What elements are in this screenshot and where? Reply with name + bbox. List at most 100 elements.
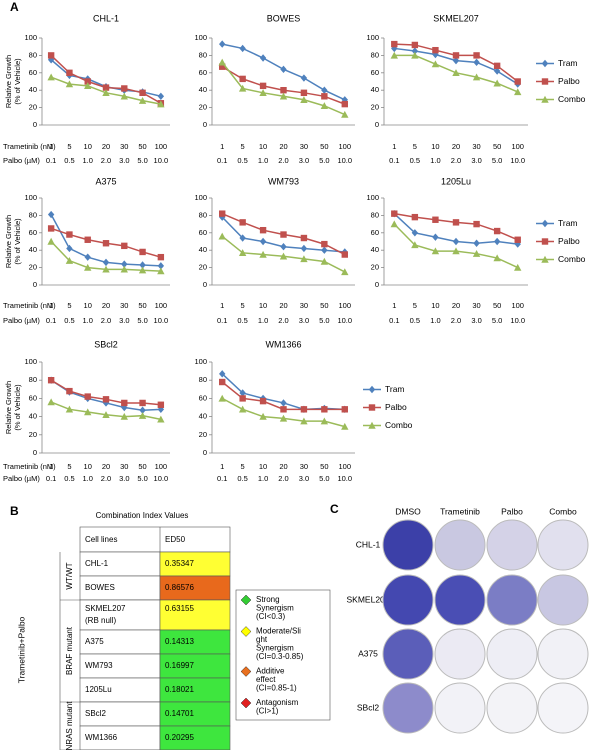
marker xyxy=(84,393,91,400)
marker xyxy=(259,89,267,97)
ed50-value: 0.14313 xyxy=(165,637,194,646)
x-tick-label: 30 xyxy=(300,142,308,151)
well xyxy=(486,519,538,571)
marker xyxy=(280,65,287,74)
x-tick-label: 10 xyxy=(84,462,92,471)
y-tick-label: 100 xyxy=(194,193,207,202)
cell-line-note: (RB null) xyxy=(85,616,116,625)
ed50-value: 0.63155 xyxy=(165,604,194,613)
x2-tick-label: 0.5 xyxy=(64,474,74,483)
x-tick-label: 5 xyxy=(413,142,417,151)
marker xyxy=(47,225,55,232)
table-value-cell xyxy=(159,551,231,577)
x2-tick-label: 1.0 xyxy=(82,474,92,483)
table-cell xyxy=(79,551,161,577)
y-tick-label: 60 xyxy=(199,68,207,77)
marker xyxy=(473,58,480,67)
x2-tick-label: 0.5 xyxy=(410,316,420,325)
y-tick-label: 40 xyxy=(199,412,207,421)
marker xyxy=(84,253,91,261)
x2-axis-label: Palbo (µM) xyxy=(3,316,40,325)
x2-tick-label: 5.0 xyxy=(137,474,147,483)
x2-tick-label: 5.0 xyxy=(137,156,147,165)
y-tick-label: 0 xyxy=(375,280,379,289)
y-tick-label: 0 xyxy=(203,280,207,289)
y-tick-label: 40 xyxy=(199,245,207,254)
x-tick-label: 1 xyxy=(392,142,396,151)
y-axis-label: Relative Growth xyxy=(4,55,13,108)
marker xyxy=(431,247,440,255)
marker xyxy=(238,405,247,413)
x-tick-label: 10 xyxy=(259,462,267,471)
marker xyxy=(279,414,288,422)
cell-line: CHL-1 xyxy=(85,559,109,568)
marker xyxy=(239,234,246,242)
x2-tick-label: 0.5 xyxy=(237,156,247,165)
marker xyxy=(473,52,480,59)
marker xyxy=(514,236,521,243)
marker xyxy=(121,399,128,407)
x-tick-label: 30 xyxy=(300,462,308,471)
table-value-cell xyxy=(159,629,231,655)
marker xyxy=(120,412,128,420)
x-tick-label: 100 xyxy=(511,301,524,310)
y-tick-label: 80 xyxy=(29,210,37,219)
x-tick-label: 5 xyxy=(413,301,417,310)
marker xyxy=(300,244,308,253)
marker xyxy=(47,56,55,64)
x-tick-label: 50 xyxy=(138,142,146,151)
well xyxy=(537,628,589,680)
marker xyxy=(493,62,501,70)
marker xyxy=(320,417,329,425)
marker xyxy=(390,220,398,228)
marker xyxy=(138,266,147,274)
marker xyxy=(102,265,110,273)
y-tick-label: 0 xyxy=(203,120,207,129)
x2-tick-label: 2.0 xyxy=(101,474,111,483)
marker xyxy=(66,244,73,253)
marker xyxy=(320,257,329,265)
x2-tick-label: 2.0 xyxy=(278,316,288,325)
x-tick-label: 50 xyxy=(320,301,328,310)
marker xyxy=(452,237,460,246)
x2-tick-label: 10.0 xyxy=(337,316,352,325)
y-tick-label: 60 xyxy=(29,393,37,402)
x-tick-label: 10 xyxy=(431,142,439,151)
y-tick-label: 40 xyxy=(371,85,379,94)
y-tick-label: 40 xyxy=(371,245,379,254)
x2-tick-label: 0.5 xyxy=(64,316,74,325)
marker xyxy=(473,220,480,228)
cell-line: SBcl2 xyxy=(85,709,106,718)
y-axis-label: (% of Vehicle) xyxy=(13,58,22,105)
marker xyxy=(514,88,522,96)
marker xyxy=(120,265,128,273)
marker xyxy=(157,405,165,414)
x-tick-label: 10 xyxy=(431,301,439,310)
marker xyxy=(47,237,55,245)
table-header xyxy=(79,526,231,553)
ci-legend-text: Antagonism xyxy=(256,698,299,707)
marker xyxy=(102,240,110,247)
ci-legend-diamond xyxy=(240,594,252,606)
marker xyxy=(219,378,226,386)
ci-legend-text: effect xyxy=(256,675,276,684)
ci-legend-text: ght xyxy=(256,635,268,644)
ci-legend-diamond xyxy=(240,666,252,677)
marker xyxy=(473,239,480,247)
marker xyxy=(411,229,419,237)
x2-tick-label: 2.0 xyxy=(451,156,461,165)
ci-legend-text: Strong xyxy=(256,595,280,604)
ci-legend-text: Synergism xyxy=(256,604,294,613)
x2-tick-label: 1.0 xyxy=(82,156,92,165)
x2-tick-label: 2.0 xyxy=(451,316,461,325)
x2-tick-label: 1.0 xyxy=(258,156,268,165)
x2-tick-label: 3.0 xyxy=(299,316,309,325)
x2-tick-label: 5.0 xyxy=(492,156,502,165)
y-tick-label: 80 xyxy=(371,50,379,59)
marker xyxy=(341,268,349,276)
marker xyxy=(239,219,246,226)
marker xyxy=(493,237,501,246)
y-tick-label: 60 xyxy=(29,228,37,237)
group-label: WT/WT xyxy=(65,562,74,589)
marker xyxy=(65,256,74,264)
